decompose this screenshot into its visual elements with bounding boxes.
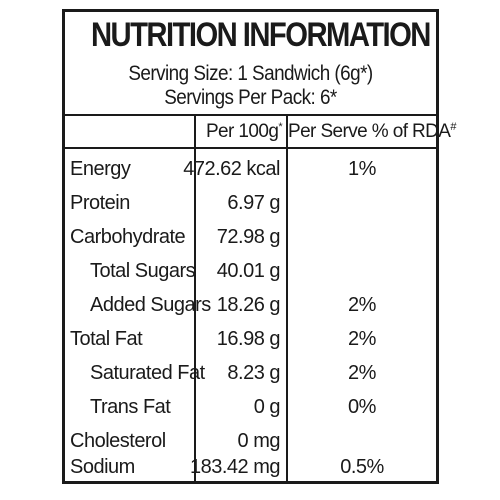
nutrient-label: Sodium [70, 456, 135, 478]
nutrition-panel: NUTRITION INFORMATION Serving Size: 1 Sa… [62, 9, 456, 484]
panel-header: NUTRITION INFORMATION Serving Size: 1 Sa… [65, 12, 436, 116]
nutrient-label: Trans Fat [90, 396, 171, 418]
rda-value: 2% [348, 362, 376, 384]
nutrient-label: Added Sugars [90, 294, 211, 316]
nutrient-label: Carbohydrate [70, 226, 186, 248]
rda-value: 1% [348, 158, 376, 180]
per-100g-label: Per 100g [205, 121, 279, 142]
per-100g-footnote-mark: * [278, 121, 282, 133]
nutrient-label: Cholesterol [70, 430, 166, 452]
table-row: Carbohydrate 72.98 g [65, 220, 436, 254]
per-100g-value: 472.62 kcal [183, 158, 280, 180]
table-row: Cholesterol 0 mg [65, 424, 436, 458]
column-header-nutrient [65, 116, 196, 149]
per-100g-value: 0 mg [237, 430, 281, 452]
rda-value: 2% [348, 294, 376, 316]
per-100g-value: 16.98 g [216, 328, 281, 350]
column-divider [194, 149, 196, 481]
per-serve-label: Per Serve % of RDA [288, 121, 451, 142]
column-header-per-100g: Per 100g* [196, 116, 288, 149]
per-serve-footnote-mark: # [450, 121, 456, 133]
table-row: Added Sugars 18.26 g 2% [65, 288, 436, 322]
nutrient-label: Total Fat [70, 328, 143, 350]
rda-value: 0.5% [340, 456, 384, 478]
per-100g-value: 18.26 g [216, 294, 281, 316]
nutrient-label: Total Sugars [90, 260, 196, 282]
per-100g-value: 8.23 g [227, 362, 280, 384]
rda-value: 2% [348, 328, 376, 350]
table-row: Total Sugars 40.01 g [65, 254, 436, 288]
nutrient-label: Saturated Fat [90, 362, 205, 384]
servings-per-pack: Servings Per Pack: 6* [164, 86, 337, 109]
per-100g-value: 183.42 mg [189, 456, 281, 478]
table-row: Total Fat 16.98 g 2% [65, 322, 436, 356]
rda-value: 0% [348, 396, 376, 418]
serving-size: Serving Size: 1 Sandwich (6g*) [128, 62, 373, 85]
column-header-per-serve-rda: Per Serve % of RDA# [288, 116, 456, 149]
per-100g-value: 0 g [253, 396, 281, 418]
panel-title: NUTRITION INFORMATION [90, 16, 431, 54]
table-row: Sodium 183.42 mg 0.5% [65, 450, 436, 484]
table-row: Energy 472.62 kcal 1% [65, 152, 436, 186]
nutrient-label: Energy [70, 158, 131, 180]
per-100g-value: 40.01 g [216, 260, 281, 282]
per-100g-value: 6.97 g [227, 192, 280, 214]
table-row: Trans Fat 0 g 0% [65, 390, 436, 424]
nutrient-label: Protein [70, 192, 130, 214]
column-divider [286, 149, 288, 481]
per-100g-value: 72.98 g [216, 226, 281, 248]
table-row: Protein 6.97 g [65, 186, 436, 220]
table-row: Saturated Fat 8.23 g 2% [65, 356, 436, 390]
